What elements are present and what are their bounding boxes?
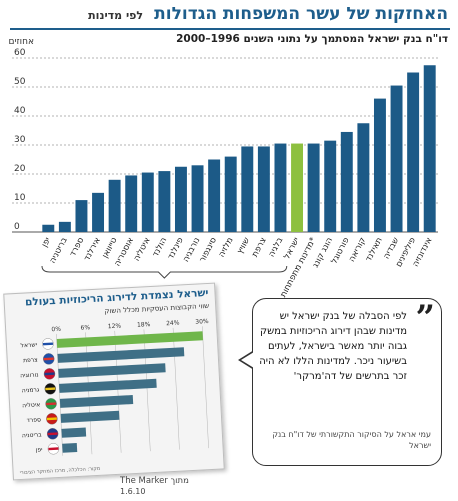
title-rule bbox=[10, 28, 450, 30]
inset-bar bbox=[62, 443, 78, 453]
flag-stripe bbox=[44, 372, 55, 376]
bar bbox=[42, 224, 55, 232]
category-label: איטליה bbox=[132, 236, 153, 263]
y-tick-label: 10 bbox=[14, 193, 26, 203]
bar bbox=[125, 175, 138, 232]
inset-bar-chart: 0% 6% 12% 18% 24% 30% ישראל צרפת נורווגיה גרמניה א… bbox=[20, 318, 209, 456]
inset-gridline bbox=[85, 332, 93, 455]
inset-bar bbox=[57, 347, 185, 363]
inset-category-label: בריטניה bbox=[22, 431, 43, 439]
quote-box: ” לפי הסבלה של בנק ישראל יש מדינות שבהן … bbox=[252, 298, 442, 466]
bar bbox=[58, 221, 71, 232]
y-tick-label: 0 bbox=[14, 222, 20, 232]
bar bbox=[141, 172, 154, 232]
inset-gridline bbox=[143, 329, 151, 452]
inset-bar bbox=[61, 427, 87, 438]
bar bbox=[407, 72, 420, 232]
page-title: האחזקות של עשר המשפחות הגדולות bbox=[154, 4, 448, 24]
quote-mark-icon: ” bbox=[415, 298, 435, 338]
bar bbox=[92, 192, 105, 232]
bar bbox=[224, 156, 237, 232]
inset-gridline bbox=[114, 330, 122, 453]
chart-caption: דו"ח בנק ישראל המסתמך על נתוני השנים 199… bbox=[176, 33, 448, 45]
inset-gridline bbox=[172, 327, 180, 450]
y-unit-label: אחוזים bbox=[9, 37, 34, 47]
quote-author: עמי אראל על הסיקור התקשורתי של דו"ח בנק … bbox=[272, 430, 431, 450]
bar bbox=[108, 179, 121, 232]
flag-stripe bbox=[45, 387, 56, 391]
inset-chart-card: ישראל נצמדת לדירוג הריכוזיות בעולם שווי … bbox=[3, 282, 225, 481]
category-label: מלזיה bbox=[217, 236, 236, 259]
flag-stripe bbox=[48, 447, 59, 451]
flag-stripe bbox=[47, 432, 58, 436]
bar bbox=[274, 143, 287, 232]
inset-category-label: איטליה bbox=[22, 401, 40, 409]
inset-category-label: יפן bbox=[36, 446, 43, 453]
bar bbox=[158, 171, 171, 232]
bar bbox=[390, 85, 403, 232]
inset-category-label: ישראל bbox=[20, 341, 37, 349]
header: האחזקות של עשר המשפחות הגדולות לפי מדינו… bbox=[8, 4, 448, 24]
bar bbox=[75, 200, 88, 232]
category-label: שוויץ bbox=[235, 236, 252, 256]
bar bbox=[208, 159, 221, 232]
group-bracket bbox=[41, 265, 288, 279]
bar bbox=[307, 143, 320, 232]
inset-gridline bbox=[201, 326, 209, 449]
bar bbox=[174, 166, 187, 232]
page-subtitle: לפי מדינות bbox=[88, 9, 144, 22]
y-tick-label: 50 bbox=[14, 77, 26, 87]
flag-stripe bbox=[42, 342, 53, 346]
inset-bar bbox=[59, 378, 157, 393]
category-label: יפן bbox=[40, 236, 53, 249]
source-credit: מתוך The Marker bbox=[120, 476, 189, 486]
inset-x-tick-label: 12% bbox=[108, 323, 122, 331]
bar bbox=[373, 98, 386, 232]
inset-bar bbox=[60, 410, 120, 423]
bar bbox=[423, 65, 436, 232]
inset-x-tick-label: 18% bbox=[137, 321, 151, 329]
bar bbox=[257, 146, 270, 232]
y-tick-label: 60 bbox=[14, 48, 26, 58]
inset-bar-highlight bbox=[56, 331, 203, 348]
y-tick-label: 30 bbox=[14, 135, 26, 145]
bar bbox=[340, 131, 353, 232]
bar bbox=[191, 165, 204, 232]
inset-category-label: ספרד bbox=[26, 416, 41, 424]
flag-stripe bbox=[46, 402, 57, 406]
bar-highlight bbox=[291, 143, 304, 232]
bar bbox=[241, 146, 254, 232]
inset-x-tick-label: 24% bbox=[166, 319, 180, 327]
inset-bar bbox=[59, 395, 134, 408]
quote-tail-inner bbox=[241, 352, 254, 368]
inset-category-label: גרמניה bbox=[22, 386, 40, 394]
inset-x-tick-label: 6% bbox=[80, 324, 90, 332]
category-label: צרפת bbox=[250, 236, 269, 259]
inset-category-label: צרפת bbox=[23, 356, 38, 364]
bar bbox=[357, 123, 370, 232]
main-bar-chart: אחוזים 0102030405060יפןבריטניהספרדאירלנד… bbox=[9, 37, 438, 299]
bar bbox=[324, 140, 337, 232]
source-date: 1.6.10 bbox=[120, 487, 146, 496]
y-tick-label: 20 bbox=[14, 164, 26, 174]
inset-x-tick-label: 30% bbox=[195, 318, 209, 326]
inset-category-label: נורווגיה bbox=[20, 371, 39, 379]
y-tick-label: 40 bbox=[14, 106, 26, 116]
flag-stripe bbox=[46, 417, 57, 421]
inset-bar bbox=[58, 363, 166, 378]
flag-stripe bbox=[43, 357, 54, 361]
inset-x-tick-label: 0% bbox=[51, 326, 61, 334]
quote-text: לפי הסבלה של בנק ישראל יש מדינות שבהן די… bbox=[259, 311, 407, 382]
category-label: אירלנד bbox=[82, 236, 103, 263]
